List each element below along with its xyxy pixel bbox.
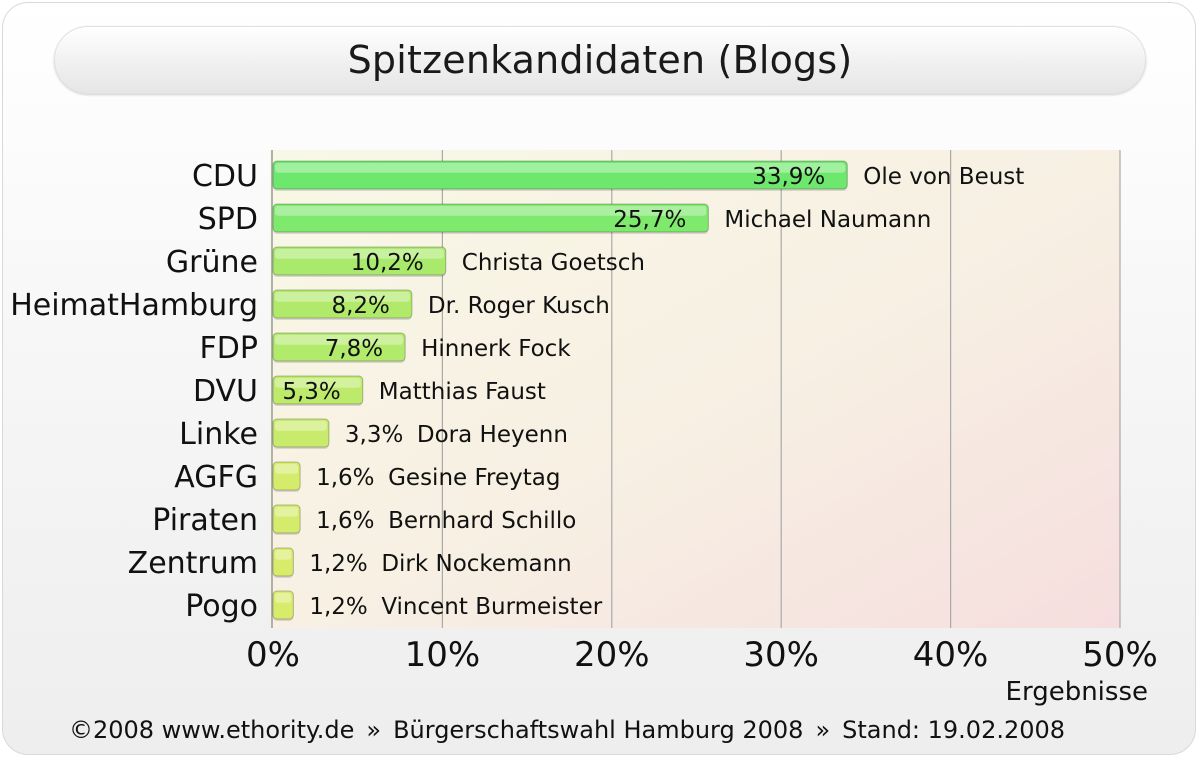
value-label: 25,7%	[613, 207, 686, 233]
bar-highlight	[275, 593, 292, 603]
value-label: 1,6%	[316, 465, 374, 491]
bar	[272, 160, 848, 190]
bar-highlight	[275, 292, 410, 302]
candidate-label: Bernhard Schillo	[388, 508, 576, 534]
x-tick-label: 50%	[1082, 635, 1158, 675]
category-label: FDP	[200, 331, 258, 366]
labels: 0% 10% 20% 30% 40% 50%Ergebnisse CDU 33,9% Ole v…	[10, 159, 1158, 707]
bar	[272, 461, 301, 491]
bar-highlight	[275, 464, 299, 474]
bar	[272, 203, 709, 233]
candidate-label: Dora Heyenn	[417, 422, 568, 448]
bar	[272, 418, 330, 448]
footer-separator-1: »	[366, 716, 382, 744]
chart-title: Spitzenkandidaten (Blogs)	[347, 38, 853, 82]
footer-stand: Stand: 19.02.2008	[842, 716, 1066, 744]
candidate-label: Christa Goetsch	[462, 250, 645, 276]
footer-election: Bürgerschaftswahl Hamburg 2008	[393, 716, 804, 744]
x-tick-label: 20%	[574, 635, 650, 675]
bar-highlight	[275, 378, 361, 388]
category-label: Linke	[179, 417, 258, 452]
bar-highlight	[275, 507, 299, 517]
candidate-label: Matthias Faust	[379, 379, 546, 405]
x-tick-label: 40%	[913, 635, 989, 675]
candidate-label: Gesine Freytag	[388, 465, 560, 491]
category-label: SPD	[198, 202, 258, 237]
category-label: Zentrum	[128, 546, 258, 581]
bar-highlight	[275, 206, 707, 216]
bars	[272, 160, 848, 621]
bar	[272, 289, 413, 319]
candidate-label: Vincent Burmeister	[381, 594, 602, 620]
candidate-label: Dr. Roger Kusch	[428, 293, 610, 319]
bar	[272, 375, 364, 405]
value-label: 3,3%	[345, 422, 403, 448]
bar-highlight	[275, 335, 404, 345]
x-axis-label: Ergebnisse	[1006, 677, 1148, 707]
footer: ©2008 www.ethority.de » Bürgerschaftswahl …	[0, 716, 1134, 744]
category-label: HeimatHamburg	[10, 288, 258, 323]
category-label: CDU	[192, 159, 258, 194]
x-tick-label: 10%	[405, 635, 481, 675]
category-label: DVU	[193, 374, 258, 409]
chart-title-banner: Spitzenkandidaten (Blogs)	[54, 26, 1146, 94]
category-label: Grüne	[166, 245, 258, 280]
x-tick-label: 0%	[246, 635, 300, 675]
candidate-label: Ole von Beust	[863, 164, 1024, 190]
bar-highlight	[275, 163, 846, 173]
candidate-label: Hinnerk Fock	[421, 336, 571, 362]
value-label: 1,2%	[309, 551, 367, 577]
footer-separator-2: »	[815, 716, 831, 744]
bar-highlight	[275, 421, 327, 431]
value-label: 10,2%	[351, 250, 424, 276]
bar	[272, 504, 301, 534]
value-label: 33,9%	[752, 164, 825, 190]
value-label: 5,3%	[282, 379, 340, 405]
candidate-label: Dirk Nockemann	[381, 551, 571, 577]
candidate-label: Michael Naumann	[724, 207, 931, 233]
bar	[272, 332, 406, 362]
category-label: AGFG	[174, 460, 258, 495]
bar-highlight	[275, 550, 292, 560]
value-label: 1,6%	[316, 508, 374, 534]
bar	[272, 590, 294, 620]
x-tick-label: 30%	[743, 635, 819, 675]
value-label: 1,2%	[309, 594, 367, 620]
footer-copyright: ©2008 www.ethority.de	[68, 716, 355, 744]
bar-highlight	[275, 249, 444, 259]
category-label: Pogo	[185, 589, 258, 624]
bar	[272, 547, 294, 577]
value-label: 7,8%	[325, 336, 383, 362]
value-label: 8,2%	[331, 293, 389, 319]
bar	[272, 246, 447, 276]
category-label: Piraten	[152, 503, 258, 538]
